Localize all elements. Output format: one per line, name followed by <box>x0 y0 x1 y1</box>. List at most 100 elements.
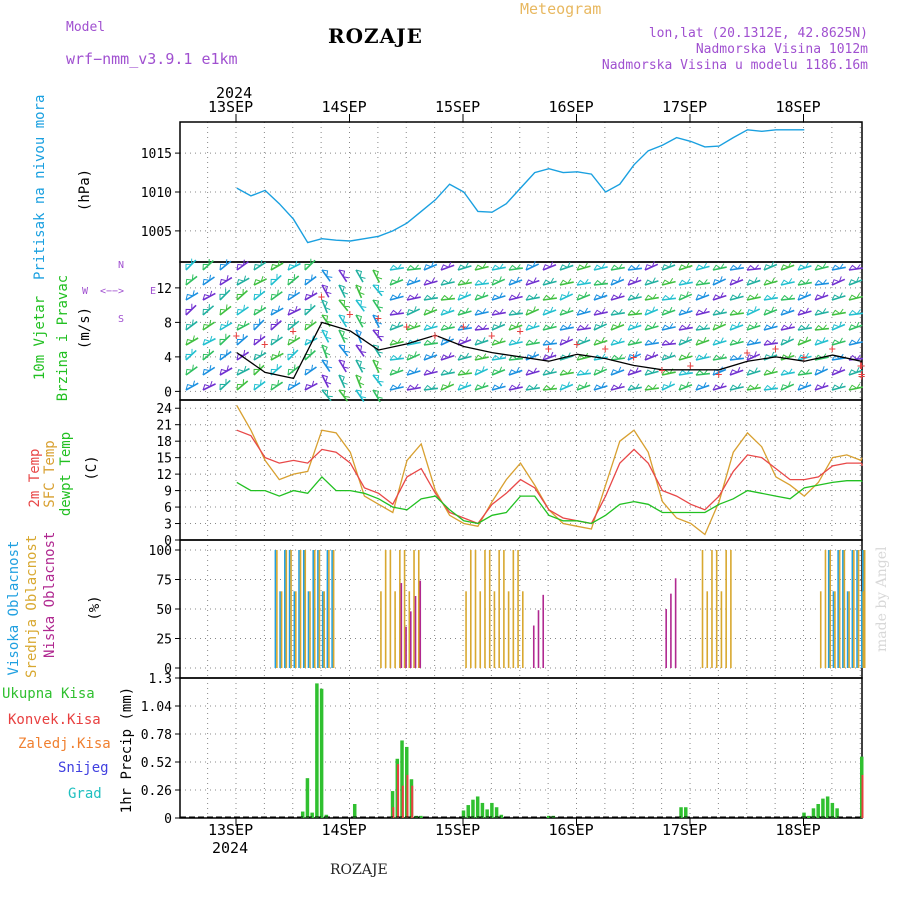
gust-marker: + <box>857 359 864 373</box>
wind-barb-icon <box>661 306 676 316</box>
wind-barb-icon <box>848 338 863 346</box>
cloud-bar <box>332 550 335 668</box>
wind-barb-icon <box>304 290 318 301</box>
cloud-bar <box>827 550 830 668</box>
dewpoint-line <box>236 475 863 525</box>
wind-barb-icon <box>491 292 506 301</box>
wind-barb-icon <box>389 383 404 391</box>
legend-rain-frz: Zaledj.Kisa <box>18 736 111 752</box>
wind-barb-icon <box>423 306 438 316</box>
gust-marker: + <box>772 341 779 355</box>
compass-west: W <box>82 286 89 297</box>
wind-barb-icon <box>610 354 625 361</box>
y-tick-label: 100 <box>149 544 172 559</box>
wind-barb-icon <box>355 374 365 389</box>
wind-barb-icon <box>287 335 301 346</box>
wind-barb-icon <box>695 336 710 346</box>
sfc-temp-line <box>236 405 863 536</box>
wind-barb-icon <box>831 308 846 316</box>
legend-rain-conv: Konvek.Kisa <box>8 712 101 728</box>
wind-barb-icon <box>831 321 846 331</box>
wind-barb-icon <box>474 291 489 301</box>
wind-barb-icon <box>270 318 282 331</box>
precip-total-bar <box>679 807 683 818</box>
gust-marker: + <box>290 324 297 338</box>
wind-barb-icon <box>508 264 523 271</box>
cloud-bar <box>532 625 535 668</box>
cloud-bar <box>318 550 321 668</box>
wind-barb-icon <box>678 336 693 346</box>
wind-barb-icon <box>678 323 693 331</box>
wind-barb-icon <box>797 381 812 391</box>
wind-barb-icon <box>627 293 642 301</box>
compass-north: N <box>118 260 125 271</box>
wind-barb-icon <box>253 350 267 361</box>
wind-barb-icon <box>287 319 300 331</box>
cloud-bar <box>469 550 472 668</box>
wind-barb-icon <box>423 277 438 286</box>
wind-barb-icon <box>627 309 643 316</box>
cloud-bar <box>848 591 850 668</box>
cloud-bar <box>725 550 727 668</box>
wind-barb-icon <box>763 339 778 346</box>
cloud-bar <box>512 550 515 668</box>
wind-barb-icon <box>270 379 284 391</box>
wind-barb-icon <box>406 277 421 286</box>
wind-barb-icon <box>627 383 642 391</box>
wind-barb-icon <box>372 284 384 297</box>
wind-barb-icon <box>695 307 710 316</box>
wind-barb-icon <box>321 329 332 343</box>
wind-barb-icon <box>236 365 250 376</box>
wind-barb-icon <box>831 337 846 346</box>
temp-2m-line <box>236 429 863 525</box>
wind-barb-icon <box>797 307 812 316</box>
wind-barb-icon <box>627 367 642 376</box>
wind-barb-icon <box>389 263 404 271</box>
wind-barb-icon <box>644 384 659 391</box>
wind-barb-icon <box>627 276 642 286</box>
wind-barb-icon <box>474 366 489 376</box>
gust-marker: + <box>715 367 722 381</box>
wind-barb-icon <box>559 368 574 376</box>
wind-barb-icon <box>780 294 796 301</box>
cloud-bar <box>862 591 865 668</box>
cloud-bar <box>321 591 324 668</box>
wind-barb-icon <box>559 278 574 286</box>
wind-barb-icon <box>848 367 863 376</box>
gust-marker: + <box>403 320 410 334</box>
gust-marker: + <box>858 367 865 381</box>
wind-barb-icon <box>304 364 317 376</box>
wind-barb-icon <box>202 365 216 376</box>
wind-barb-icon <box>814 366 829 376</box>
y-tick-label: 18 <box>156 435 172 450</box>
wind-barb-icon <box>695 262 710 271</box>
y-tick-label: 0 <box>164 534 172 549</box>
wind-barb-icon <box>780 323 795 331</box>
cloud-bar <box>389 550 392 668</box>
wind-barb-icon <box>576 381 591 391</box>
wind-barb-icon <box>729 366 744 376</box>
wind-barb-icon <box>559 323 574 331</box>
wind-barb-icon <box>695 324 710 331</box>
wind-barb-icon <box>202 380 216 391</box>
wind-barb-icon <box>831 382 846 391</box>
cloud-bar <box>863 591 866 668</box>
wind-barb-icon <box>389 321 404 331</box>
wind-barb-icon <box>576 324 591 331</box>
wind-barb-icon <box>627 322 642 331</box>
wind-barb-icon <box>746 351 761 361</box>
y-tick-label: 21 <box>156 419 172 434</box>
wind-barb-icon <box>610 276 625 286</box>
top-year: 2024 <box>216 84 253 102</box>
wind-barb-icon <box>814 279 829 286</box>
wind-barb-icon <box>440 278 455 286</box>
wind-barb-icon <box>797 369 812 376</box>
wind-barb-icon <box>610 292 625 301</box>
wind-barb-icon <box>729 337 744 346</box>
cloud-bar <box>670 593 672 668</box>
wind-barb-icon <box>338 374 348 389</box>
wind-barb-icon <box>202 349 215 361</box>
wind-barb-icon <box>491 353 506 361</box>
cloud-bar <box>309 591 311 668</box>
